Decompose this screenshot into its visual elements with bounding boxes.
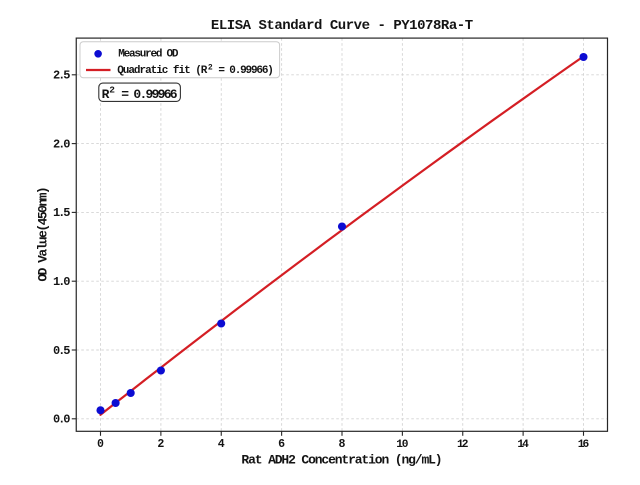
svg-text:2.5: 2.5	[53, 69, 70, 83]
svg-text:= 0.99966): = 0.99966)	[218, 65, 274, 77]
svg-text:14: 14	[517, 439, 529, 451]
svg-text:2: 2	[157, 438, 164, 451]
svg-text:Measured OD: Measured OD	[118, 49, 179, 61]
svg-text:16: 16	[578, 439, 590, 451]
svg-text:0: 0	[97, 438, 104, 451]
svg-text:R: R	[102, 87, 110, 102]
svg-text:2: 2	[208, 64, 213, 73]
svg-text:2: 2	[109, 84, 115, 95]
svg-text:1.5: 1.5	[53, 206, 70, 220]
svg-text:OD Value(450nm): OD Value(450nm)	[35, 186, 50, 281]
svg-text:ELISA Standard Curve - PY1078R: ELISA Standard Curve - PY1078Ra-T	[211, 18, 473, 34]
svg-text:1.0: 1.0	[53, 275, 70, 289]
svg-text:Quadratic fit (R: Quadratic fit (R	[117, 65, 208, 77]
svg-text:= 0.99966: = 0.99966	[121, 87, 177, 102]
svg-text:0.0: 0.0	[53, 413, 70, 427]
svg-text:10: 10	[396, 439, 408, 451]
svg-text:8: 8	[339, 438, 346, 451]
svg-text:2.0: 2.0	[53, 137, 70, 151]
svg-text:4: 4	[218, 438, 225, 451]
svg-text:6: 6	[278, 438, 285, 451]
svg-text:Rat ADH2 Concentration (ng/mL): Rat ADH2 Concentration (ng/mL)	[241, 452, 442, 467]
svg-text:0.5: 0.5	[53, 344, 70, 358]
svg-text:12: 12	[457, 439, 469, 451]
